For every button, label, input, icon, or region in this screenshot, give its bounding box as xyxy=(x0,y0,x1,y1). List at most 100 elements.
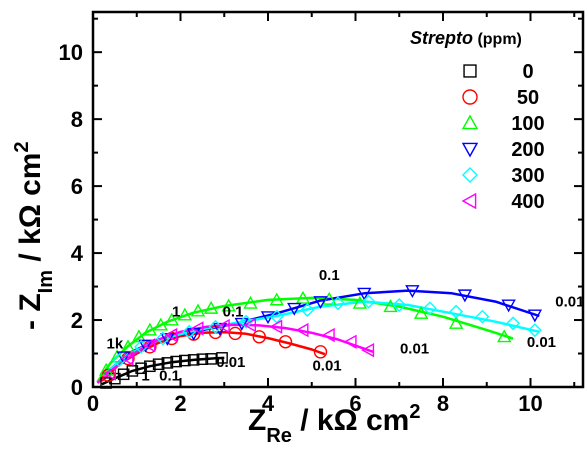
annotations: 1k 1 0.1 0.1 0.01 0.01 0.01 0.01 0.01 1 0.1 xyxy=(107,267,585,384)
x-tick-label: 10 xyxy=(518,391,542,416)
point-200 xyxy=(287,302,302,316)
point-400 xyxy=(343,334,357,349)
legend-marker-50 xyxy=(462,89,478,105)
data-points xyxy=(98,285,543,389)
point-300 xyxy=(300,303,315,317)
point-0 xyxy=(187,354,200,366)
point-200 xyxy=(234,317,249,331)
y-tick-label: 2 xyxy=(71,308,83,333)
point-400 xyxy=(120,351,134,366)
legend-label: 100 xyxy=(511,113,544,135)
point-0 xyxy=(170,355,182,368)
y-axis-title-sup: 2 xyxy=(11,141,33,152)
point-300 xyxy=(239,314,254,329)
frequency-label: 1k xyxy=(107,335,124,352)
x-tick-label: 4 xyxy=(262,391,275,416)
point-100 xyxy=(413,305,429,319)
legend-label: 200 xyxy=(511,139,544,161)
x-tick-label: 2 xyxy=(174,391,186,416)
x-tick-label: 8 xyxy=(437,391,449,416)
point-50 xyxy=(252,330,266,344)
point-400 xyxy=(216,318,230,334)
legend-label: 50 xyxy=(517,87,539,109)
legend-label: 300 xyxy=(511,165,544,187)
frequency-label: 0.01 xyxy=(527,334,556,351)
point-100 xyxy=(153,317,169,331)
point-400 xyxy=(103,366,117,381)
point-0 xyxy=(117,368,130,381)
legend-marker-100 xyxy=(461,114,479,130)
x-axis-title-main: Z xyxy=(248,404,266,437)
point-400 xyxy=(142,337,156,353)
point-400 xyxy=(164,327,178,343)
frequency-label: 0.01 xyxy=(400,341,429,358)
point-100 xyxy=(295,290,311,304)
point-200 xyxy=(457,289,473,303)
point-0 xyxy=(152,358,165,371)
point-0 xyxy=(161,357,174,369)
point-0 xyxy=(144,360,156,373)
point-100 xyxy=(164,312,179,326)
point-100 xyxy=(142,322,158,336)
point-100 xyxy=(177,307,193,321)
point-200 xyxy=(116,351,131,365)
legend-marker-400 xyxy=(461,192,477,210)
legend-title: Strepto (ppm) xyxy=(410,28,522,48)
legend-label: 400 xyxy=(511,191,544,213)
point-0 xyxy=(126,365,139,377)
point-400 xyxy=(243,317,257,333)
point-300 xyxy=(422,301,437,316)
point-100 xyxy=(448,315,464,329)
point-300 xyxy=(331,296,345,311)
legend-title-unit: (ppm) xyxy=(473,31,522,48)
point-50 xyxy=(313,345,328,359)
point-300 xyxy=(527,323,542,338)
frequency-label: 0.01 xyxy=(312,357,341,374)
y-tick-label: 8 xyxy=(71,107,83,132)
frequency-label: 0.1 xyxy=(223,304,244,321)
point-0 xyxy=(216,352,228,364)
frequency-label: 0.01 xyxy=(216,354,245,371)
point-100 xyxy=(243,295,258,309)
x-axis-title-unit: / kΩ cm xyxy=(292,404,409,437)
point-400 xyxy=(321,327,335,343)
point-0 xyxy=(100,377,112,389)
y-axis-title-unit: / kΩ cm xyxy=(14,153,47,270)
legend: Strepto (ppm) 0 50 100 200 300 400 xyxy=(410,28,545,213)
point-100 xyxy=(269,292,284,306)
point-50 xyxy=(228,326,242,341)
y-tick-label: 10 xyxy=(59,40,83,65)
point-300 xyxy=(506,316,520,331)
point-400 xyxy=(295,322,309,338)
point-100 xyxy=(497,329,512,343)
point-300 xyxy=(475,309,490,324)
point-100 xyxy=(203,300,219,314)
point-100 xyxy=(190,303,206,317)
y-axis-title: - ZIm / kΩ cm2 xyxy=(11,141,57,330)
legend-title-italic: Strepto xyxy=(410,28,473,48)
point-200 xyxy=(527,309,543,323)
frequency-label: 0.1 xyxy=(159,367,180,384)
frequency-label: 0.01 xyxy=(555,294,584,311)
point-400 xyxy=(269,319,283,334)
frequency-label: 1 xyxy=(172,304,180,321)
y-axis-title-prefix: - Z xyxy=(14,293,47,330)
y-tick-label: 4 xyxy=(71,241,84,266)
fit-line-100 xyxy=(96,296,514,383)
frequency-label: 0.1 xyxy=(319,267,340,284)
point-50 xyxy=(278,335,293,349)
x-tick-label: 6 xyxy=(349,391,361,416)
point-100 xyxy=(221,298,236,312)
legend-marker-300 xyxy=(462,167,478,183)
legend-marker-0 xyxy=(463,64,477,78)
point-0 xyxy=(205,353,217,365)
point-300 xyxy=(361,294,376,309)
point-0 xyxy=(179,354,191,367)
point-400 xyxy=(190,321,204,336)
point-300 xyxy=(449,304,464,319)
point-0 xyxy=(135,362,147,375)
point-200 xyxy=(357,287,372,301)
point-200 xyxy=(501,299,516,313)
